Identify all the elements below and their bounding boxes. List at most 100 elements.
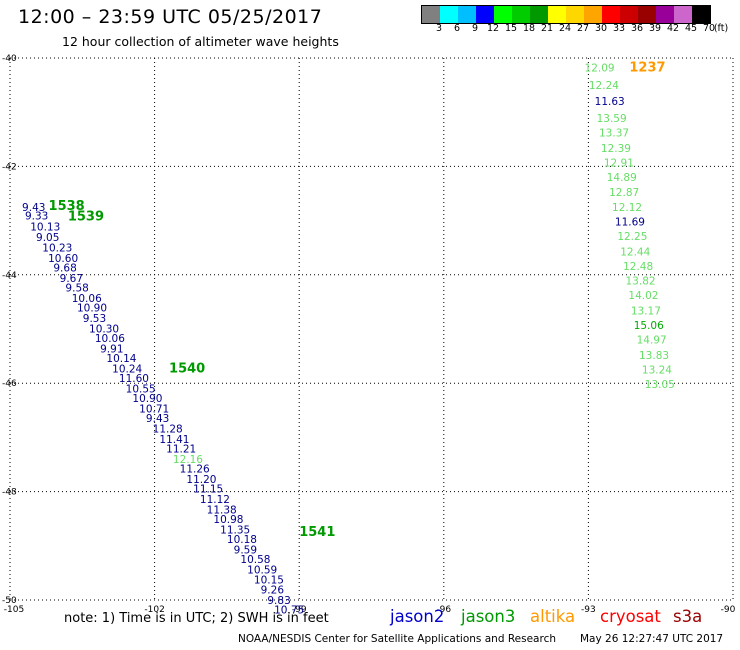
wave-height-label: 9.05 (36, 232, 59, 244)
scale-swatch-42 (656, 6, 674, 23)
wave-height-label: 10.06 (72, 293, 102, 305)
scale-swatch-21 (530, 6, 548, 23)
scale-swatch-36 (620, 6, 638, 23)
scale-label-15: 15 (504, 23, 518, 34)
scale-swatch-3 (422, 6, 440, 23)
wave-height-label: 11.63 (595, 96, 625, 108)
scale-swatch-24 (548, 6, 566, 23)
wave-height-label: 13.82 (626, 276, 656, 288)
wave-height-label: 12.48 (623, 261, 653, 273)
lon-tick-label: -93 (581, 605, 596, 615)
generated-timestamp: May 26 12:27:47 UTC 2017 (580, 633, 724, 645)
wave-height-label: 14.97 (637, 335, 667, 347)
wave-height-label: 9.53 (83, 313, 106, 325)
wave-height-label: 11.60 (119, 373, 149, 385)
scale-label-6: 6 (453, 23, 461, 34)
wave-height-label: 10.06 (95, 333, 125, 345)
wave-height-label: 11.41 (159, 434, 189, 446)
wave-height-label: 11.35 (220, 524, 250, 536)
wave-height-label: 10.18 (227, 534, 257, 546)
wave-height-label: 10.98 (213, 514, 243, 526)
scale-unit-label: (ft) (713, 23, 729, 34)
wave-height-label: 13.83 (639, 350, 669, 362)
wave-height-label: 9.91 (100, 343, 123, 355)
wave-height-label: 10.55 (126, 383, 156, 395)
scale-swatch-9 (458, 6, 476, 23)
scale-swatch-70 (692, 6, 710, 23)
map-subtitle: 12 hour collection of altimeter wave hei… (62, 34, 339, 49)
pass-time-label: 1539 (68, 210, 104, 225)
wave-height-label: 12.09 (585, 63, 615, 75)
scale-swatch-45 (674, 6, 692, 23)
scale-label-18: 18 (522, 23, 536, 34)
axis-tick-labels: -105 -102 -99 -96 -93 -90 -40 -42 -44 -46 -48 -50 (2, 54, 736, 615)
wave-height-label: 9.59 (234, 544, 257, 556)
scale-label-39: 39 (648, 23, 662, 34)
wave-height-scale-labels: 3 6 9 12 15 18 21 24 27 30 33 36 39 42 45 70 (ft) (421, 23, 740, 37)
wave-height-label: 12.25 (617, 231, 647, 243)
wave-height-label: 9.26 (261, 584, 285, 596)
satellite-legend-cryosat: cryosat (600, 607, 661, 626)
scale-swatch-30 (584, 6, 602, 23)
scale-swatch-15 (494, 6, 512, 23)
scale-swatch-12 (476, 6, 494, 23)
wave-height-label: 10.23 (42, 242, 72, 254)
scale-label-30: 30 (594, 23, 608, 34)
pass-time-label: 1237 (629, 61, 665, 76)
scale-swatch-39 (638, 6, 656, 23)
wave-height-label: 9.43 (146, 413, 169, 425)
satellite-legend-s3a: s3a (673, 607, 703, 626)
lat-lon-grid (9, 57, 734, 601)
lon-tick-label: -105 (4, 605, 24, 615)
lon-tick-label: -99 (292, 605, 307, 615)
wave-height-label: 10.58 (240, 554, 270, 566)
wave-height-label: 15.06 (634, 320, 664, 332)
wave-height-label: 9.33 (25, 211, 48, 223)
wave-height-label: 13.37 (599, 128, 629, 140)
wave-height-label: 14.02 (628, 290, 658, 302)
wave-height-label: 9.58 (65, 283, 88, 295)
wave-height-label: 9.68 (53, 263, 76, 275)
wave-height-label: 11.28 (153, 424, 183, 436)
wave-height-color-scale (421, 5, 711, 24)
wave-height-label: 10.90 (132, 393, 162, 405)
wave-height-label: 12.44 (620, 246, 650, 258)
lon-tick-label: -102 (144, 605, 164, 615)
lon-tick-label: -96 (436, 605, 451, 615)
wave-height-label: 13.05 (645, 379, 675, 391)
wave-height-label: 9.43 (22, 202, 45, 214)
scale-swatch-18 (512, 6, 530, 23)
scale-label-33: 33 (612, 23, 626, 34)
scale-label-21: 21 (540, 23, 554, 34)
pass-time-label: 1541 (299, 525, 335, 540)
satellite-legend-altika: altika (530, 607, 576, 626)
wave-height-label: 12.91 (604, 157, 634, 169)
wave-height-label: 10.75 (274, 605, 304, 617)
lon-tick-label: -90 (721, 605, 736, 615)
wave-height-label: 11.15 (193, 484, 223, 496)
lat-tick-label: -46 (2, 379, 17, 389)
wave-height-label: 11.69 (615, 216, 645, 228)
wave-height-label: 12.39 (601, 143, 631, 155)
scale-swatch-27 (566, 6, 584, 23)
wave-height-label: 9.83 (267, 595, 290, 607)
scale-label-12: 12 (486, 23, 500, 34)
lat-tick-label: -50 (2, 596, 17, 606)
wave-height-label: 10.30 (89, 323, 119, 335)
wave-height-label: 11.38 (207, 504, 237, 516)
wave-height-label: 10.13 (30, 221, 60, 233)
pass-time-label: 1538 (49, 199, 85, 214)
wave-height-label: 11.20 (186, 474, 216, 486)
scale-label-27: 27 (576, 23, 590, 34)
credit-line: NOAA/NESDIS Center for Satellite Applica… (238, 633, 556, 645)
wave-height-label: 10.59 (247, 564, 277, 576)
scale-label-24: 24 (558, 23, 572, 34)
wave-height-tracks: 9.439.3310.139.0510.2310.609.689.679.581… (22, 61, 675, 617)
wave-height-label: 13.17 (631, 305, 661, 317)
wave-height-label: 10.71 (139, 403, 169, 415)
satellite-legend-jason2: jason2 (390, 607, 445, 626)
lat-tick-label: -44 (2, 271, 17, 281)
wave-height-label: 12.16 (173, 454, 203, 466)
wave-height-label: 10.14 (106, 353, 136, 365)
